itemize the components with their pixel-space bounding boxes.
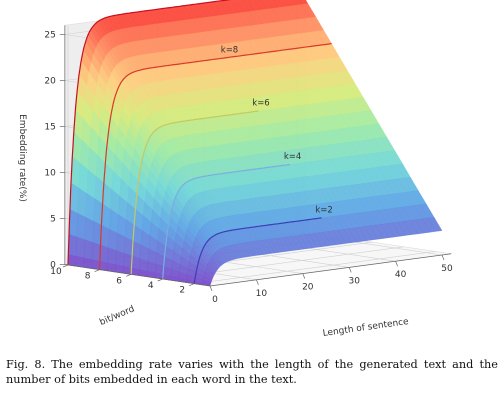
x-tick-mark [209,285,213,292]
y-tick-mark [157,278,163,282]
surface-patch [83,257,93,269]
surface-patch [68,233,78,257]
x-tick-label: 40 [395,270,407,280]
surface-patch [67,254,77,267]
embedding-rate-surface [67,0,443,287]
x-tick-mark [395,261,398,267]
y-tick-mark [94,269,100,272]
curve-label-k-2: k=2 [315,206,332,216]
surface-patch [99,244,109,264]
x-tick-mark [441,254,445,261]
x-tick-label: 10 [256,289,268,299]
z-tick-label: 5 [50,215,56,225]
x-tick-mark [348,267,352,273]
curve-k-8 [98,43,332,270]
z-tick-label: 20 [44,77,56,87]
y-tick-label: 10 [50,267,62,277]
k-curves: k=2 k=4 k=6 k=8 k=10 [67,0,333,284]
curve-label-k-4: k=4 [284,152,301,162]
z-tick-label: 0 [50,261,56,271]
surface-patch [76,212,86,240]
curve-label-k-6: k=6 [252,99,269,109]
surface-patch [75,255,85,268]
x-axis-line [209,253,452,287]
curve-label-k-8: k=8 [221,45,238,55]
curve-label-k-10: k=10 [186,0,209,2]
x-tick-label: 30 [348,276,360,286]
curve-k-6 [130,110,259,275]
z-tick-label: 15 [44,123,55,133]
y-axis-line [64,264,211,287]
y-tick-label: 6 [116,276,122,286]
y-tick-label: 8 [85,272,91,282]
z-axis-label: Embedding rate(%) [17,114,27,202]
y-tick-mark [189,283,195,286]
curve-k-4 [162,163,291,279]
y-tick-mark [125,274,132,277]
x-tick-label: 50 [441,264,453,274]
z-tick-label: 10 [44,169,56,179]
x-axis-label: Length of sentence [322,317,410,339]
z-tick-label: 25 [44,31,55,41]
y-tick-mark [62,264,69,268]
x-tick-label: 20 [302,283,314,293]
curve-k-10 [67,0,232,265]
x-tick-mark [302,273,306,279]
y-tick-label: 2 [179,286,185,296]
surface-patch [107,247,117,265]
curve-k-2 [193,217,322,284]
surface-patch [83,239,93,260]
embedding-rate-surface-chart: k=2k=4k=6k=8k=10 01020304050246810051015… [17,0,453,339]
surface-patch [427,217,443,232]
x-tick-label: 0 [212,295,218,305]
surface-patch [76,236,85,258]
x-tick-mark [256,279,259,285]
surface-patch [91,241,101,262]
surface-patch [84,216,94,243]
y-axis-label: bit/word [98,304,136,328]
y-tick-label: 4 [148,281,154,291]
figure-caption: Fig. 8. The embedding rate varies with t… [6,358,498,386]
